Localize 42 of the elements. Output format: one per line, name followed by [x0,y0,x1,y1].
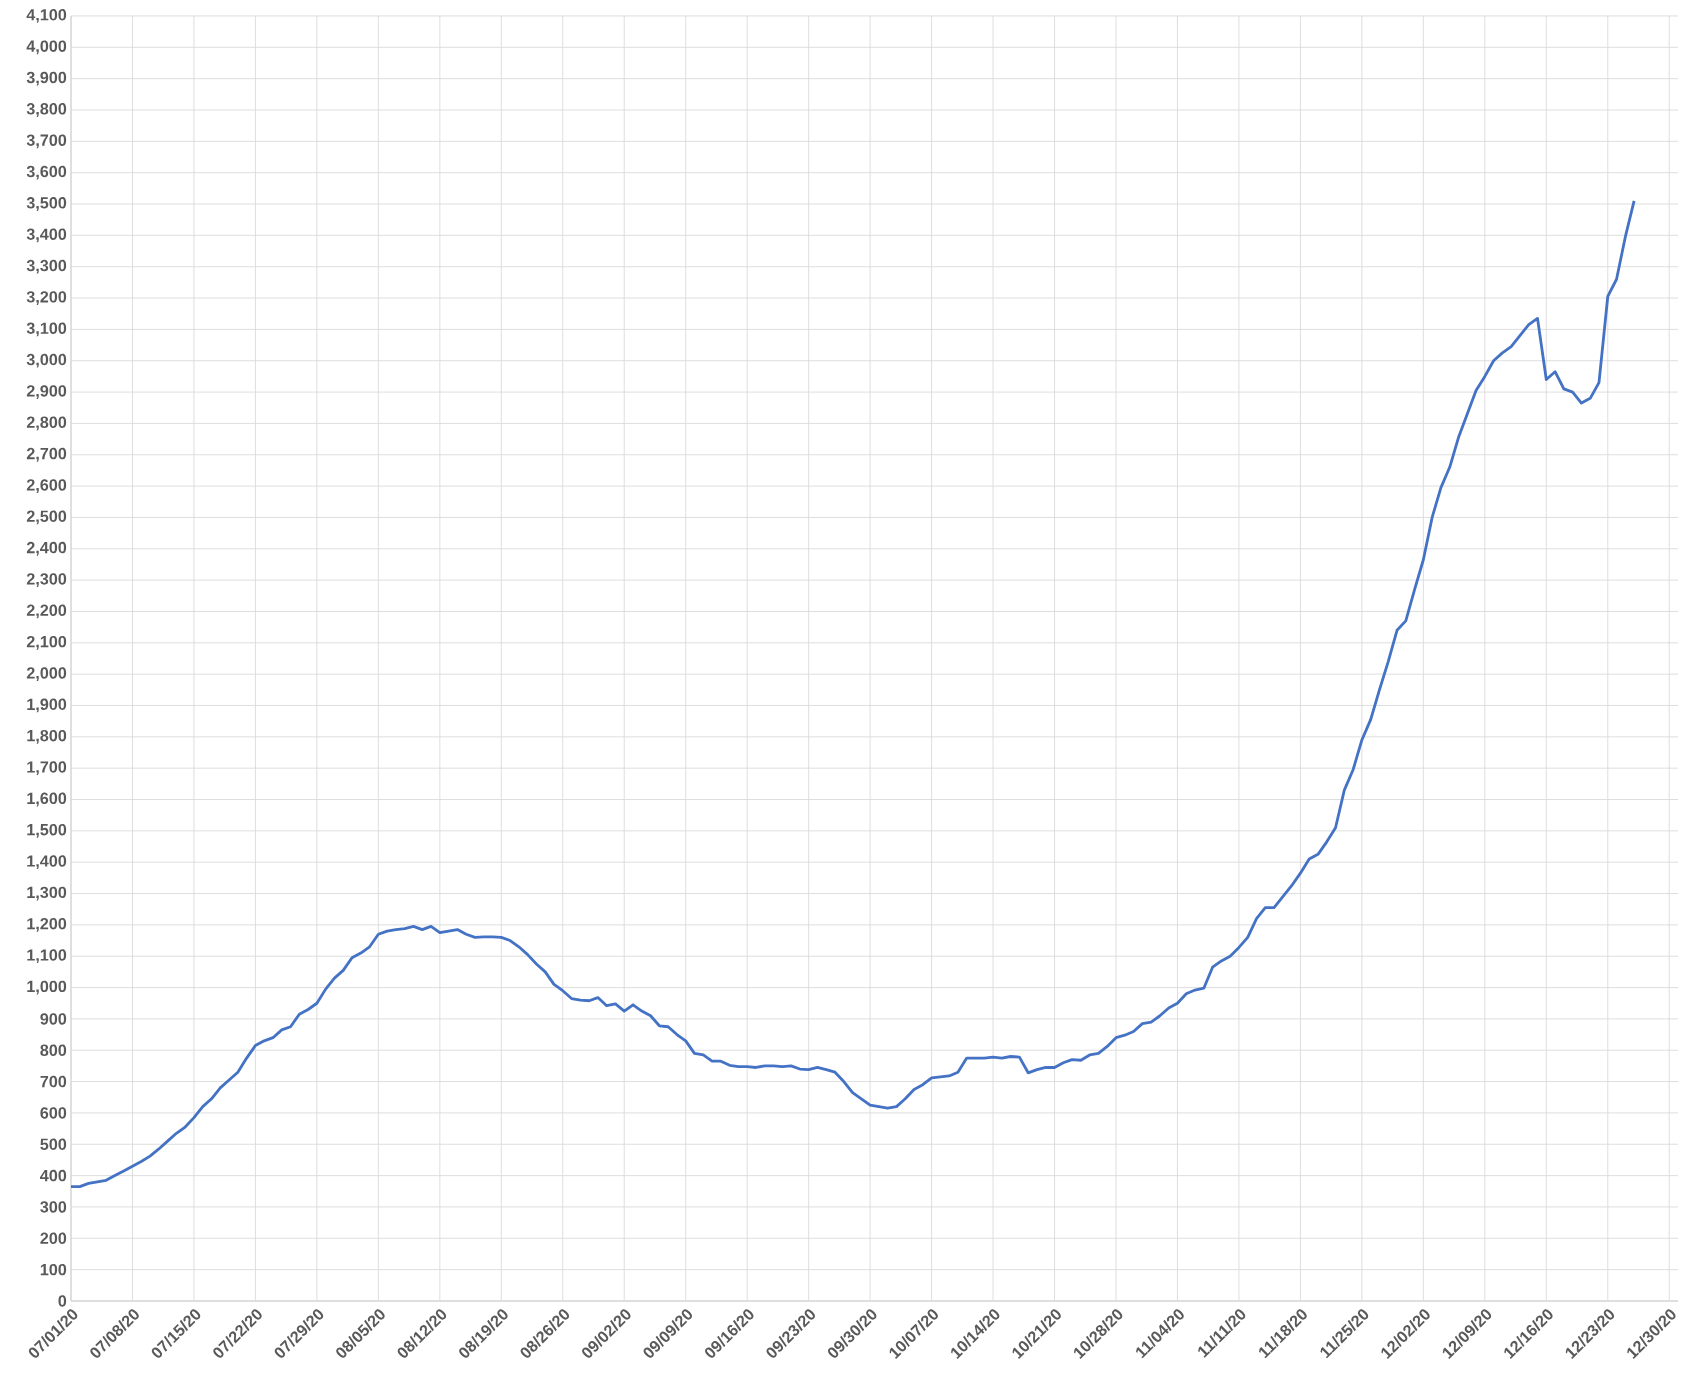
y-tick-label: 100 [40,1263,67,1276]
y-tick-label: 3,300 [26,259,67,274]
y-tick-label: 700 [40,1075,67,1088]
y-tick-label: 2,200 [26,604,67,619]
y-tick-label: 300 [40,1201,67,1213]
y-tick-label: 3,000 [26,353,67,368]
y-tick-label: 4,000 [26,40,67,55]
y-tick-label: 1,700 [27,761,67,776]
y-tick-label: 3,700 [26,134,67,149]
y-tick-label: 500 [40,1138,67,1151]
y-tick-label: 3,200 [26,291,67,305]
y-tick-label: 2,300 [26,573,67,588]
y-tick-label: 1,300 [27,886,67,901]
y-tick-label: 2,900 [26,385,67,399]
y-tick-label: 2,700 [26,447,67,462]
y-tick-label: 200 [40,1232,67,1245]
y-tick-label: 1,600 [27,792,67,807]
y-tick-label: 3,800 [26,103,67,117]
y-tick-label: 1,800 [27,729,67,744]
y-tick-label: 2,000 [26,667,67,682]
y-tick-label: 900 [40,1013,67,1025]
y-tick-label: 1,000 [27,980,67,995]
y-tick-label: 1,400 [27,855,67,870]
y-tick-label: 3,100 [26,322,67,337]
y-tick-label: 3,900 [26,71,67,86]
y-tick-label: 1,900 [27,698,67,713]
y-tick-label: 3,500 [26,197,67,211]
y-tick-label: 1,500 [27,823,67,838]
y-tick-label: 600 [40,1107,67,1119]
y-tick-label: 1,200 [27,917,67,932]
y-tick-label: 3,400 [26,228,67,243]
y-tick-label: 400 [40,1169,67,1182]
y-tick-label: 4,100 [26,9,67,23]
y-tick-label: 2,400 [26,541,67,556]
y-tick-label: 3,600 [26,165,67,180]
y-tick-label: 1,100 [27,949,67,964]
y-tick-label: 2,500 [26,510,67,525]
y-tick-label: 2,800 [26,416,67,431]
y-tick-label: 0 [58,1295,67,1307]
y-tick-label: 2,600 [26,479,67,493]
y-tick-label: 2,100 [26,635,67,650]
y-tick-label: 800 [40,1044,67,1056]
